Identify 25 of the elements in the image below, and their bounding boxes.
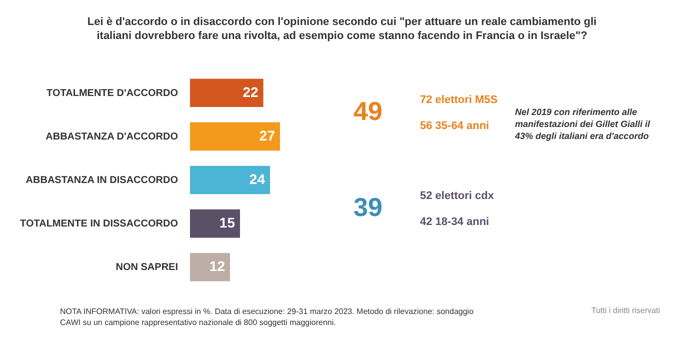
text: 39 (354, 192, 382, 222)
bar (190, 209, 240, 238)
text: NOTA INFORMATIVA: valori espressi in %. Data di esecuzione: 29-31 marzo 2023. Metodo di rilevazione: sondaggio CAWI su un campione rappresentativo nazionale di 800 soggetti maggiorenni. (60, 307, 474, 327)
text: 42 18-34 anni (420, 216, 490, 228)
data-label: 24 (249, 171, 266, 187)
y-tick-label: ABBASTANZA D'ACCORDO (46, 131, 178, 142)
y-tick-label: NON SAPREI (116, 262, 178, 274)
y-tick-label: TOTALMENTE IN DISSACCORDO (20, 218, 178, 230)
text: 56 35-64 anni (420, 120, 490, 132)
y-tick-label: TOTALMENTE D'ACCORDO (46, 88, 178, 99)
bar (190, 166, 270, 194)
bar (190, 78, 264, 108)
text: Lei è d'accordo o in disaccordo con l'opinione secondo cui "per attuare un reale cambiamento gli italiani dovrebbero fare una rivolta, ad esempio come stanno facendo in Francia o in Israele"? (87, 16, 597, 42)
text: 49 (354, 96, 382, 126)
data-label: 12 (209, 258, 226, 274)
data-label: 15 (219, 214, 236, 231)
data-label: 27 (259, 127, 276, 144)
data-label: 22 (242, 84, 259, 100)
text: Tutti i diritti riservati (591, 306, 660, 315)
bar (190, 122, 280, 151)
text: 72 elettori M5S (420, 94, 498, 106)
text: 52 elettori cdx (420, 190, 495, 202)
text: Nel 2019 con riferimento alle manifestazioni dei Gillet Gialli il 43% degli italiani era d'accordo (514, 107, 651, 141)
y-tick-label: ABBASTANZA IN DISACCORDO (26, 175, 178, 186)
bar (190, 252, 230, 282)
